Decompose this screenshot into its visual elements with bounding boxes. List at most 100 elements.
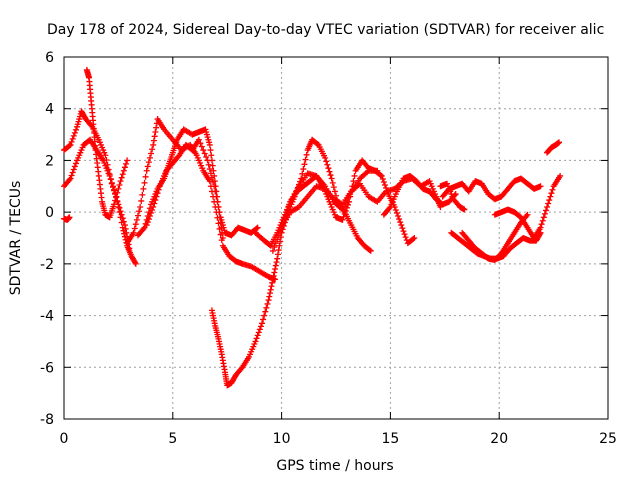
data-point [150, 137, 157, 144]
data-point [343, 197, 350, 204]
data-point [211, 183, 218, 190]
data-point [204, 157, 211, 164]
data-point [117, 208, 124, 215]
data-point [393, 210, 400, 217]
data-point [126, 245, 133, 252]
data-point [267, 286, 274, 293]
data-point [117, 178, 124, 185]
data-point [541, 210, 548, 217]
y-tick-label: -2 [40, 257, 54, 273]
data-point [145, 216, 152, 223]
data-point [200, 147, 207, 154]
data-point [144, 163, 151, 170]
data-point [205, 161, 212, 168]
data-point [203, 153, 210, 160]
data-point [136, 208, 143, 215]
data-point [280, 220, 287, 227]
data-point [392, 206, 399, 213]
data-point [142, 173, 149, 180]
data-point [118, 174, 125, 181]
data-point [401, 231, 408, 238]
data-point [324, 161, 331, 168]
data-point [212, 188, 219, 195]
data-point [68, 138, 75, 145]
data-point [379, 175, 386, 182]
data-point [145, 159, 152, 166]
data-point [260, 316, 267, 323]
data-point [215, 203, 222, 210]
data-point [269, 247, 276, 254]
data-point [272, 240, 279, 247]
series-trace-r [544, 139, 563, 156]
data-point [146, 154, 153, 161]
data-point [273, 259, 280, 266]
data-point [328, 175, 335, 182]
data-point [351, 172, 358, 179]
data-point [151, 133, 158, 140]
data-point [299, 170, 306, 177]
data-point [268, 283, 275, 290]
data-point [208, 152, 215, 159]
data-point [120, 218, 127, 225]
data-point [119, 171, 126, 178]
data-point [149, 146, 156, 153]
data-point [121, 164, 128, 171]
data-point [546, 197, 553, 204]
data-point [275, 247, 282, 254]
data-point [134, 212, 141, 219]
data-point [326, 168, 333, 175]
data-point [201, 150, 208, 157]
data-point [150, 203, 157, 210]
data-point [266, 293, 273, 300]
x-tick-label: 25 [599, 431, 617, 447]
data-point [141, 179, 148, 186]
data-point [119, 215, 126, 222]
data-point [275, 232, 282, 239]
data-point [66, 214, 73, 221]
data-point [123, 160, 130, 167]
data-point [140, 185, 147, 192]
data-point [397, 219, 404, 226]
y-tick-label: -6 [40, 360, 54, 376]
data-point [539, 217, 546, 224]
data-point [523, 213, 530, 220]
series-trace-b [61, 136, 139, 267]
data-point [396, 216, 403, 223]
data-point [374, 167, 381, 174]
y-tick-label: 6 [45, 50, 54, 66]
data-point [254, 224, 261, 231]
series-trace-l [380, 172, 459, 218]
data-point [121, 222, 128, 229]
y-tick-label: 0 [45, 205, 54, 221]
data-point [213, 193, 220, 200]
data-point [350, 178, 357, 185]
data-point [300, 166, 307, 173]
data-point [537, 224, 544, 231]
data-point [151, 200, 158, 207]
data-point [69, 169, 76, 176]
data-point [342, 207, 349, 214]
data-point [133, 216, 140, 223]
data-point [411, 235, 418, 241]
data-point [103, 156, 110, 163]
series-trace-p [459, 211, 531, 263]
data-point [343, 204, 350, 211]
data-point [139, 191, 146, 198]
data-point [540, 214, 547, 221]
data-point [461, 206, 468, 213]
data-point [207, 147, 214, 154]
data-point [122, 225, 129, 232]
data-point [69, 135, 76, 142]
data-point [115, 185, 122, 192]
data-point [544, 203, 551, 210]
data-point [381, 181, 388, 188]
y-tick-label: -4 [40, 309, 54, 325]
data-point [216, 209, 223, 216]
data-point [148, 150, 155, 157]
data-point [366, 247, 373, 254]
data-point [272, 266, 279, 273]
data-point [132, 260, 139, 267]
data-point [118, 211, 125, 218]
y-tick-label: 4 [45, 102, 54, 118]
data-point [342, 200, 349, 207]
